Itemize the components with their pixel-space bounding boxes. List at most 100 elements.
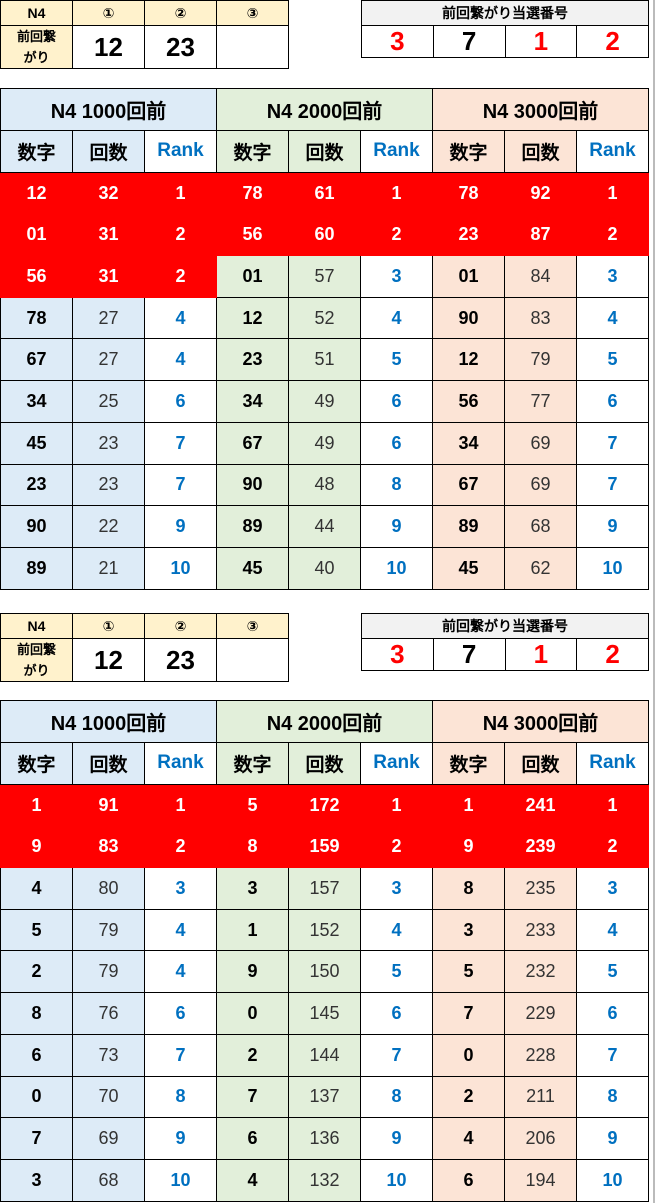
rank-cell: 1 [360, 783, 433, 827]
number-header: 数字 [432, 130, 505, 173]
number-cell: 78 [0, 296, 73, 340]
count-cell: 83 [72, 825, 145, 869]
number-cell: 23 [0, 463, 73, 507]
count-cell: 68 [504, 505, 577, 548]
rank-cell: 1 [576, 171, 649, 215]
number-cell: 0 [216, 992, 289, 1035]
table-row: 3 68 10 4 132 10 6 194 10 [0, 1158, 649, 1202]
number-cell: 4 [216, 1158, 289, 1202]
rank-cell: 8 [144, 1075, 217, 1119]
number-cell: 01 [0, 213, 73, 257]
col-1-header: ① [72, 613, 145, 639]
rank-cell: 10 [144, 546, 217, 590]
rank-cell: 4 [144, 908, 217, 952]
rank-cell: 2 [576, 213, 649, 257]
count-cell: 21 [72, 546, 145, 590]
col-3-header: ③ [216, 0, 289, 26]
rank-cell: 4 [144, 950, 217, 994]
rank-cell: 7 [576, 1033, 649, 1077]
winning-digit: 3 [361, 25, 434, 58]
winning-title: 前回繋がり当選番号 [361, 0, 649, 26]
count-cell: 40 [288, 546, 361, 590]
number-cell: 6 [432, 1158, 505, 1202]
count-cell: 49 [288, 421, 361, 465]
rank-header: Rank [576, 742, 649, 785]
count-cell: 172 [288, 783, 361, 827]
rank-cell: 6 [576, 380, 649, 423]
number-cell: 9 [432, 825, 505, 869]
number-cell: 4 [0, 867, 73, 910]
frequency-table: N4 1000回前 N4 2000回前 N4 3000回前 数字 回数 Rank 数字 回数 R… [0, 700, 649, 1202]
rank-cell: 1 [144, 171, 217, 215]
number-cell: 8 [0, 992, 73, 1035]
rank-cell: 2 [144, 213, 217, 257]
group-title: N4 2000回前 [216, 88, 433, 131]
rank-cell: 2 [360, 213, 433, 257]
table-row: 5 79 4 1 152 4 3 233 4 [0, 908, 649, 952]
table-row: 1 91 1 5 172 1 1 241 1 [0, 783, 649, 827]
count-cell: 61 [288, 171, 361, 215]
row-label: 前回繋がり [0, 638, 73, 682]
number-header: 数字 [0, 130, 73, 173]
value-3 [216, 25, 289, 69]
rank-cell: 1 [144, 783, 217, 827]
col-3-header: ③ [216, 613, 289, 639]
number-cell: 89 [216, 505, 289, 548]
count-cell: 229 [504, 992, 577, 1035]
number-cell: 78 [432, 171, 505, 215]
count-cell: 69 [504, 421, 577, 465]
number-cell: 90 [432, 296, 505, 340]
number-cell: 78 [216, 171, 289, 215]
number-cell: 90 [216, 463, 289, 507]
table-row: 0 70 8 7 137 8 2 211 8 [0, 1075, 649, 1119]
number-cell: 34 [216, 380, 289, 423]
rank-cell: 3 [360, 255, 433, 298]
rank-cell: 9 [144, 1117, 217, 1160]
n4-label: N4 [0, 0, 73, 26]
count-cell: 44 [288, 505, 361, 548]
number-cell: 23 [216, 338, 289, 382]
number-cell: 1 [0, 783, 73, 827]
rank-header: Rank [360, 130, 433, 173]
count-cell: 83 [504, 296, 577, 340]
number-cell: 45 [432, 546, 505, 590]
rank-cell: 3 [360, 867, 433, 910]
rank-cell: 8 [576, 1075, 649, 1119]
count-cell: 69 [504, 463, 577, 507]
table-row: 4 80 3 3 157 3 8 235 3 [0, 867, 649, 910]
number-cell: 67 [432, 463, 505, 507]
count-cell: 27 [72, 338, 145, 382]
number-cell: 56 [432, 380, 505, 423]
number-cell: 6 [216, 1117, 289, 1160]
table-row: 67 27 4 23 51 5 12 79 5 [0, 338, 649, 382]
number-cell: 1 [432, 783, 505, 827]
rank-cell: 3 [144, 867, 217, 910]
table-row: 78 27 4 12 52 4 90 83 4 [0, 296, 649, 340]
table-row: 8 76 6 0 145 6 7 229 6 [0, 992, 649, 1035]
value-1: 12 [72, 638, 145, 682]
count-cell: 92 [504, 171, 577, 215]
count-cell: 232 [504, 950, 577, 994]
rank-cell: 5 [576, 950, 649, 994]
rank-cell: 7 [576, 421, 649, 465]
count-cell: 79 [72, 908, 145, 952]
number-cell: 89 [0, 546, 73, 590]
rank-cell: 7 [144, 1033, 217, 1077]
rank-cell: 9 [360, 1117, 433, 1160]
count-cell: 79 [72, 950, 145, 994]
count-cell: 51 [288, 338, 361, 382]
value-3 [216, 638, 289, 682]
count-cell: 159 [288, 825, 361, 869]
rank-cell: 7 [144, 463, 217, 507]
count-cell: 136 [288, 1117, 361, 1160]
count-header: 回数 [504, 130, 577, 173]
count-cell: 68 [72, 1158, 145, 1202]
count-cell: 60 [288, 213, 361, 257]
number-cell: 3 [432, 908, 505, 952]
count-cell: 233 [504, 908, 577, 952]
table-row: 90 22 9 89 44 9 89 68 9 [0, 505, 649, 548]
count-cell: 31 [72, 255, 145, 298]
count-cell: 132 [288, 1158, 361, 1202]
rank-header: Rank [144, 742, 217, 785]
count-header: 回数 [72, 742, 145, 785]
